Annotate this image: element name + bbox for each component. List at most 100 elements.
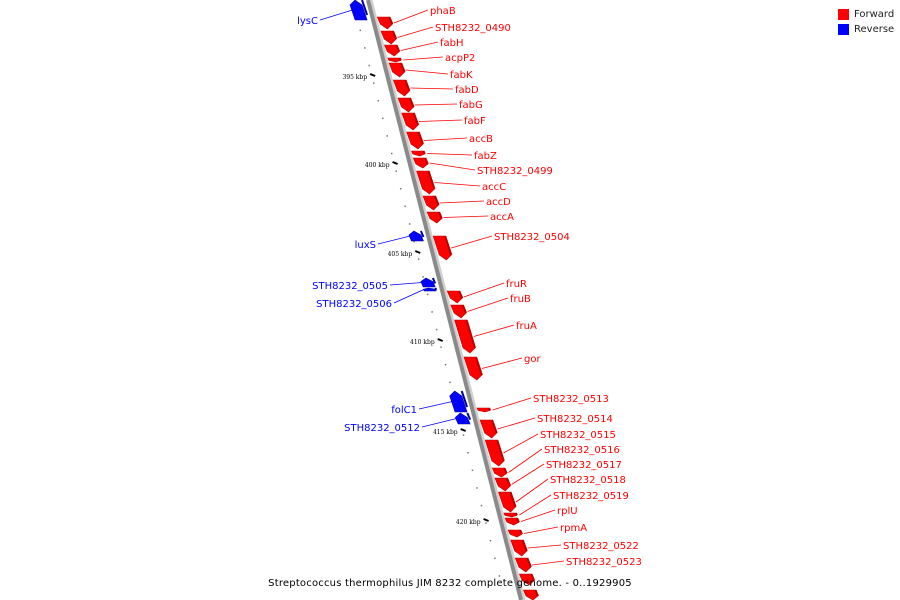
gene-label[interactable]: STH8232_0519 xyxy=(553,491,629,502)
gene-label[interactable]: fruB xyxy=(510,294,531,305)
gene-arrow-STH8232_0516[interactable] xyxy=(491,467,508,478)
gene-STH8232_0513[interactable]: STH8232_0513 xyxy=(476,394,609,413)
gene-phaB[interactable]: phaB xyxy=(376,6,456,30)
gene-STH8232_0499[interactable]: STH8232_0499 xyxy=(412,157,553,177)
gene-STH8232_0514[interactable]: STH8232_0514 xyxy=(479,414,613,439)
gene-arrow-fruR[interactable] xyxy=(446,290,463,304)
gene-arrow-fabF[interactable] xyxy=(401,112,419,131)
gene-STH8232_0505[interactable]: STH8232_0505 xyxy=(312,277,437,292)
gene-arrow-unlabeled[interactable] xyxy=(518,573,535,586)
gene-STH8232_0518[interactable]: STH8232_0518 xyxy=(498,475,626,513)
gene-label[interactable]: fabH xyxy=(440,38,464,49)
gene-luxS[interactable]: luxS xyxy=(355,230,425,251)
gene-arrow-accA[interactable] xyxy=(426,211,443,224)
gene-label[interactable]: STH8232_0506 xyxy=(316,299,392,310)
gene-label[interactable]: fabF xyxy=(464,116,486,127)
gene-arrow-folC1[interactable] xyxy=(449,390,468,413)
gene-arrow-luxS[interactable] xyxy=(408,230,424,242)
gene-label[interactable]: STH8232_0499 xyxy=(477,166,553,177)
gene-label[interactable]: STH8232_0505 xyxy=(312,281,388,292)
gene-STH8232_0519[interactable]: STH8232_0519 xyxy=(503,491,629,518)
gene-arrow-accD[interactable] xyxy=(422,195,439,211)
gene-accC[interactable]: accC xyxy=(416,170,507,195)
gene-arrow-STH8232_0499[interactable] xyxy=(412,157,429,169)
gene-accB[interactable]: accB xyxy=(406,131,493,150)
gene-folC1[interactable]: folC1 xyxy=(391,390,469,416)
gene-label[interactable]: lysC xyxy=(297,16,318,27)
gene-arrow-STH8232_0512[interactable] xyxy=(454,412,471,425)
gene-STH8232_0506[interactable]: STH8232_0506 xyxy=(316,287,438,310)
gene-accA[interactable]: accA xyxy=(426,211,514,224)
gene-label[interactable]: STH8232_0514 xyxy=(537,414,613,425)
gene-arrow-STH8232_0505[interactable] xyxy=(420,277,436,288)
gene-label[interactable]: fruA xyxy=(516,321,537,332)
gene-STH8232_0523[interactable]: STH8232_0523 xyxy=(514,557,642,573)
gene-label[interactable]: STH8232_0517 xyxy=(546,460,622,471)
gene-label[interactable]: accB xyxy=(469,134,493,145)
gene-arrow-STH8232_0519[interactable] xyxy=(503,512,518,518)
gene-label[interactable]: acpP2 xyxy=(445,53,475,64)
gene-lysC[interactable]: lysC xyxy=(297,0,369,27)
gene-fruA[interactable]: fruA xyxy=(454,319,537,354)
gene-arrow-rplU[interactable] xyxy=(504,517,520,526)
gene-gor[interactable]: gor xyxy=(463,354,541,381)
gene-fabZ[interactable]: fabZ xyxy=(411,150,497,162)
gene-accD[interactable]: accD xyxy=(422,195,511,211)
gene-label[interactable]: accD xyxy=(486,197,511,208)
gene-label[interactable]: accC xyxy=(482,182,506,193)
gene-arrow-fruA[interactable] xyxy=(454,319,476,354)
gene-label[interactable]: STH8232_0490 xyxy=(435,23,511,34)
gene-arrow-rpmA[interactable] xyxy=(507,529,523,538)
gene-arrow-fabH[interactable] xyxy=(384,44,400,57)
gene-arrow-STH8232_0490[interactable] xyxy=(380,30,397,45)
gene-label[interactable]: STH8232_0518 xyxy=(550,475,626,486)
gene-STH8232_0490[interactable]: STH8232_0490 xyxy=(380,23,511,45)
gene-arrow-STH8232_0506[interactable] xyxy=(423,287,437,292)
gene-label[interactable]: accA xyxy=(490,212,514,223)
gene-STH8232_0517[interactable]: STH8232_0517 xyxy=(494,460,622,492)
gene-fabH[interactable]: fabH xyxy=(384,38,464,57)
gene-arrow-unlabeled[interactable] xyxy=(522,589,539,600)
gene-label[interactable]: luxS xyxy=(355,240,376,251)
gene-label[interactable]: phaB xyxy=(430,6,456,17)
gene-label[interactable]: rplU xyxy=(557,506,578,517)
gene-label[interactable]: gor xyxy=(524,354,541,365)
gene-acpP2[interactable]: acpP2 xyxy=(387,53,476,64)
gene-label[interactable]: STH8232_0523 xyxy=(566,557,642,568)
gene-label[interactable]: fabD xyxy=(455,85,479,96)
gene-fabF[interactable]: fabF xyxy=(401,112,486,131)
gene-arrow-fabD[interactable] xyxy=(392,79,410,97)
gene-arrow-fabK[interactable] xyxy=(388,62,405,78)
gene-rpmA[interactable]: rpmA xyxy=(507,523,587,538)
gene-STH8232_0515[interactable]: STH8232_0515 xyxy=(484,430,616,467)
gene-arrow-accB[interactable] xyxy=(406,131,424,150)
gene-arrow-phaB[interactable] xyxy=(376,16,393,30)
gene-STH8232_0512[interactable]: STH8232_0512 xyxy=(344,412,472,434)
gene-STH8232_0504[interactable]: STH8232_0504 xyxy=(432,232,570,261)
gene-arrow-fruB[interactable] xyxy=(450,304,467,319)
gene-STH8232_0516[interactable]: STH8232_0516 xyxy=(491,445,620,478)
gene-STH8232_0522[interactable]: STH8232_0522 xyxy=(510,539,639,557)
gene-label[interactable]: STH8232_0516 xyxy=(544,445,620,456)
gene-arrow-fabG[interactable] xyxy=(397,97,414,113)
gene-label[interactable]: STH8232_0504 xyxy=(494,232,570,243)
gene-label[interactable]: STH8232_0512 xyxy=(344,423,420,434)
gene-label[interactable]: rpmA xyxy=(560,523,587,534)
gene-label[interactable]: fabK xyxy=(450,70,473,81)
gene-arrow-STH8232_0522[interactable] xyxy=(510,539,528,557)
gene-label[interactable]: STH8232_0515 xyxy=(540,430,616,441)
gene-label[interactable]: STH8232_0513 xyxy=(533,394,609,405)
gene-fabK[interactable]: fabK xyxy=(388,62,473,81)
gene-fruR[interactable]: fruR xyxy=(446,279,527,304)
gene-label[interactable]: fabG xyxy=(459,100,483,111)
gene-label[interactable]: STH8232_0522 xyxy=(563,541,639,552)
gene-label[interactable]: fabZ xyxy=(474,151,497,162)
gene-fabG[interactable]: fabG xyxy=(397,97,483,113)
gene-arrow-STH8232_0513[interactable] xyxy=(476,407,491,413)
gene-rplU[interactable]: rplU xyxy=(504,506,578,526)
gene-arrow-STH8232_0514[interactable] xyxy=(479,419,498,439)
gene-arrow-acpP2[interactable] xyxy=(387,57,402,63)
gene-arrow-lysC[interactable] xyxy=(349,0,368,21)
gene-label[interactable]: folC1 xyxy=(391,405,417,416)
gene-fruB[interactable]: fruB xyxy=(450,294,531,319)
